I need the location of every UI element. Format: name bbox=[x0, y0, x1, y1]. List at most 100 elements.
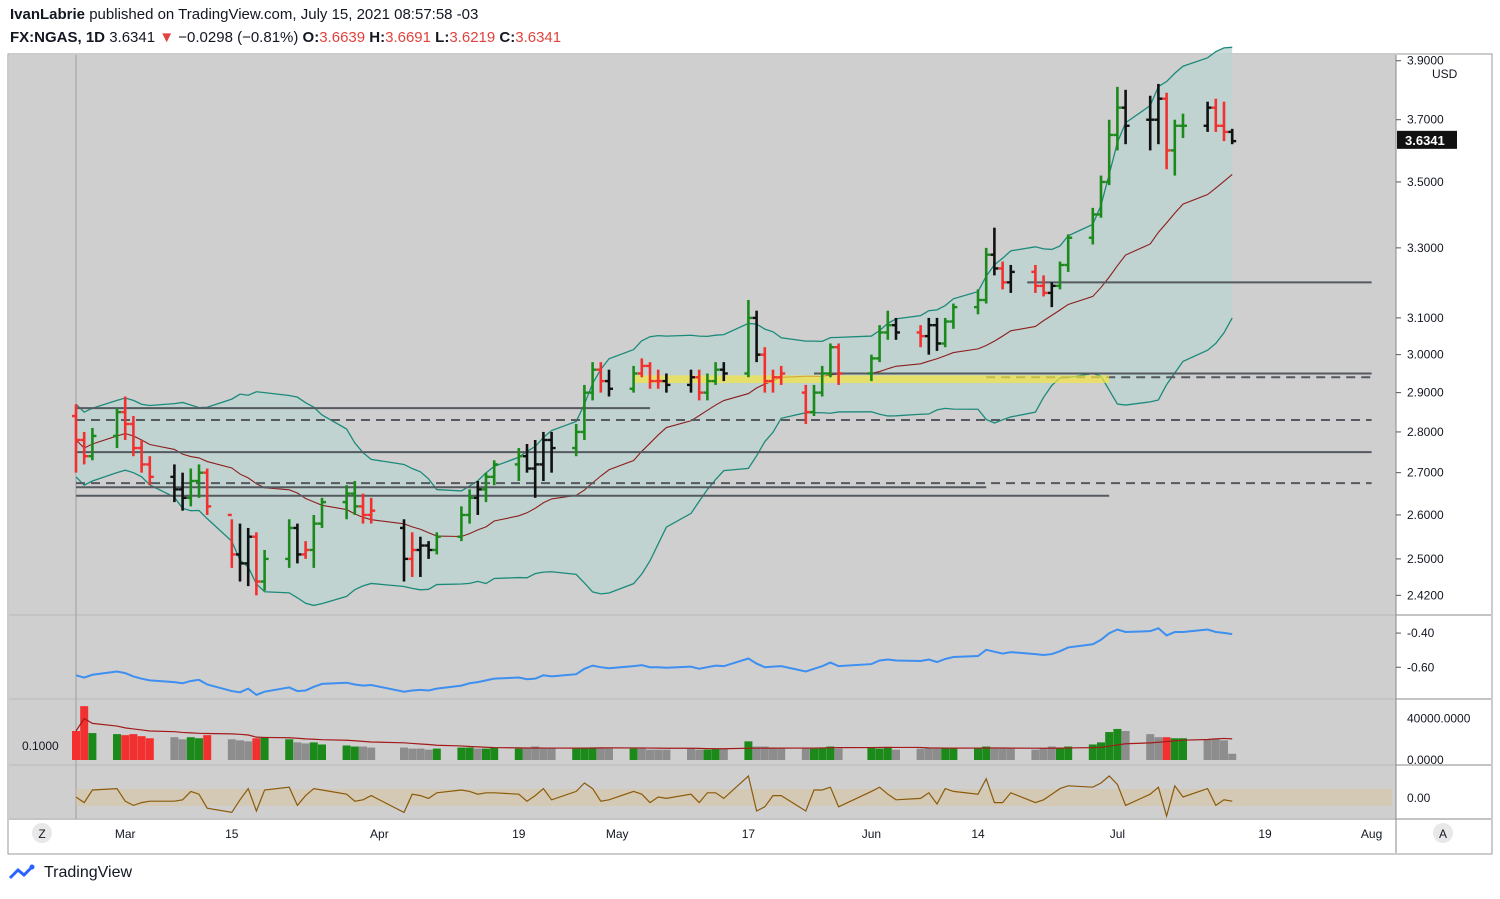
ohlc-bar[interactable] bbox=[1039, 275, 1048, 297]
ohlc-bar[interactable] bbox=[695, 369, 704, 401]
ohlc-bar[interactable] bbox=[1105, 119, 1114, 186]
volume-bar[interactable] bbox=[834, 748, 843, 760]
ohlc-bar[interactable] bbox=[834, 343, 843, 385]
ohlc-bar[interactable] bbox=[719, 362, 728, 382]
auto-scale-right-button[interactable] bbox=[1433, 823, 1453, 843]
volume-bar[interactable] bbox=[227, 739, 236, 760]
ohlc-bar[interactable] bbox=[260, 549, 269, 591]
volume-bar[interactable] bbox=[949, 748, 958, 760]
volume-bar[interactable] bbox=[924, 747, 933, 760]
ohlc-bar[interactable] bbox=[810, 384, 818, 417]
price-layer[interactable] bbox=[72, 46, 1392, 819]
volume-bar[interactable] bbox=[1088, 744, 1097, 760]
volume-bar[interactable] bbox=[1203, 739, 1212, 760]
ohlc-bar[interactable] bbox=[465, 489, 474, 524]
volume-bar[interactable] bbox=[695, 749, 704, 760]
volume-bar[interactable] bbox=[646, 749, 654, 760]
volume-bar[interactable] bbox=[1220, 740, 1228, 760]
ohlc-bar[interactable] bbox=[1203, 101, 1212, 132]
ohlc-bar[interactable] bbox=[605, 369, 613, 397]
ohlc-bar[interactable] bbox=[293, 523, 302, 564]
ohlc-bar[interactable] bbox=[572, 423, 581, 457]
ohlc-bar[interactable] bbox=[416, 536, 425, 577]
ohlc-bar[interactable] bbox=[359, 493, 367, 524]
volume-bar[interactable] bbox=[916, 748, 925, 760]
ohlc-bar[interactable] bbox=[654, 369, 663, 389]
volume-bar[interactable] bbox=[941, 747, 950, 760]
volume-bar[interactable] bbox=[547, 747, 556, 760]
volume-bar[interactable] bbox=[195, 738, 203, 760]
volume-bar[interactable] bbox=[367, 747, 376, 760]
ohlc-bar[interactable] bbox=[941, 317, 950, 348]
ohlc-bar[interactable] bbox=[367, 497, 376, 524]
volume-bar[interactable] bbox=[1006, 748, 1015, 760]
volume-bar[interactable] bbox=[662, 749, 671, 760]
volume-bar[interactable] bbox=[752, 746, 761, 760]
volume-bar[interactable] bbox=[637, 748, 646, 760]
ohlc-bar[interactable] bbox=[539, 431, 548, 482]
ohlc-bar[interactable] bbox=[457, 506, 466, 542]
volume-bar[interactable] bbox=[596, 747, 605, 760]
author-name[interactable]: IvanLabrie bbox=[10, 6, 86, 23]
volume-bar[interactable] bbox=[867, 747, 876, 760]
volume-bar[interactable] bbox=[457, 747, 466, 760]
volume-bar[interactable] bbox=[236, 740, 244, 760]
volume-bar[interactable] bbox=[1097, 742, 1105, 760]
volume-bar[interactable] bbox=[252, 738, 261, 760]
volume-bar[interactable] bbox=[145, 738, 154, 760]
volume-bar[interactable] bbox=[982, 746, 991, 760]
volume-bar[interactable] bbox=[1170, 738, 1179, 760]
volume-bar[interactable] bbox=[1211, 739, 1220, 760]
volume-bar[interactable] bbox=[1179, 738, 1187, 760]
volume-bar[interactable] bbox=[572, 748, 581, 760]
ohlc-bar[interactable] bbox=[580, 384, 589, 440]
ohlc-bar[interactable] bbox=[252, 532, 261, 596]
volume-bar[interactable] bbox=[1031, 749, 1040, 760]
volume-bar[interactable] bbox=[416, 748, 425, 760]
volume-bar[interactable] bbox=[285, 739, 294, 760]
ohlc-bar[interactable] bbox=[342, 485, 351, 520]
ohlc-bar[interactable] bbox=[137, 439, 146, 473]
volume-bar[interactable] bbox=[318, 744, 326, 760]
ohlc-bar[interactable] bbox=[883, 310, 892, 340]
volume-bar[interactable] bbox=[432, 748, 441, 760]
ohlc-bar[interactable] bbox=[482, 472, 490, 503]
volume-bar[interactable] bbox=[1039, 748, 1048, 760]
volume-bar[interactable] bbox=[309, 742, 318, 760]
ohlc-bar[interactable] bbox=[990, 227, 999, 276]
volume-bar[interactable] bbox=[424, 749, 433, 760]
ohlc-bar[interactable] bbox=[490, 460, 499, 486]
volume-bar[interactable] bbox=[933, 748, 941, 760]
volume-bar[interactable] bbox=[514, 748, 523, 760]
ohlc-bar[interactable] bbox=[1162, 92, 1171, 170]
ohlc-bar[interactable] bbox=[244, 527, 253, 587]
ohlc-bar[interactable] bbox=[1047, 282, 1056, 308]
volume-bar[interactable] bbox=[359, 746, 367, 760]
volume-bar[interactable] bbox=[777, 748, 786, 760]
ohlc-bar[interactable] bbox=[588, 362, 597, 401]
volume-bar[interactable] bbox=[1162, 737, 1171, 760]
ohlc-bar[interactable] bbox=[629, 365, 638, 393]
ohlc-bar[interactable] bbox=[285, 519, 294, 568]
ohlc-bar[interactable] bbox=[432, 532, 441, 555]
volume-bar[interactable] bbox=[875, 748, 884, 760]
volume-bar[interactable] bbox=[769, 747, 777, 760]
ohlc-bar[interactable] bbox=[875, 325, 884, 363]
ohlc-bar[interactable] bbox=[1006, 264, 1015, 293]
volume-bar[interactable] bbox=[473, 748, 482, 760]
volume-bar[interactable] bbox=[687, 748, 695, 760]
ohlc-bar[interactable] bbox=[408, 532, 417, 577]
ohlc-bar[interactable] bbox=[1154, 83, 1163, 145]
ohlc-bar[interactable] bbox=[1121, 89, 1130, 145]
volume-bar[interactable] bbox=[818, 747, 827, 760]
ohlc-bar[interactable] bbox=[752, 310, 761, 363]
ohlc-bar[interactable] bbox=[178, 472, 187, 511]
volume-bar[interactable] bbox=[88, 733, 97, 760]
ohlc-bar[interactable] bbox=[227, 513, 236, 568]
volume-bar[interactable] bbox=[1056, 747, 1064, 760]
ohlc-bar[interactable] bbox=[473, 481, 482, 515]
ohlc-bar[interactable] bbox=[711, 362, 720, 385]
ohlc-bar[interactable] bbox=[998, 261, 1007, 290]
ohlc-bar[interactable] bbox=[769, 369, 777, 393]
